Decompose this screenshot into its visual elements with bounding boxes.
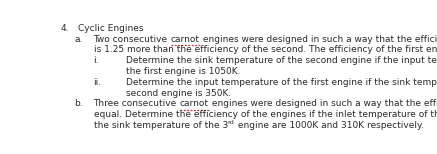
Text: second engine is 350K.: second engine is 350K. — [126, 89, 231, 98]
Text: the sink temperature of the 3: the sink temperature of the 3 — [94, 121, 228, 130]
Text: carnot: carnot — [170, 35, 200, 44]
Text: rd: rd — [228, 120, 235, 125]
Text: 4.: 4. — [61, 24, 69, 33]
Text: is 1.25 more than the efficiency of the second. The efficiency of the first engi: is 1.25 more than the efficiency of the … — [94, 45, 437, 54]
Text: i.: i. — [94, 56, 99, 65]
Text: Three consecutive: Three consecutive — [94, 99, 180, 108]
Text: the first engine is 1050K.: the first engine is 1050K. — [126, 67, 240, 76]
Text: b.: b. — [74, 99, 83, 108]
Text: equal. Determine the efficiency of the engines if the inlet temperature of the 1: equal. Determine the efficiency of the e… — [94, 110, 437, 119]
Text: ii.: ii. — [94, 78, 102, 87]
Text: engine are 1000K and 310K respectively.: engine are 1000K and 310K respectively. — [235, 121, 424, 130]
Text: engines were designed in such a way that the efficiency of the first: engines were designed in such a way that… — [200, 35, 437, 44]
Text: engines were designed in such a way that the efficiencies are: engines were designed in such a way that… — [209, 99, 437, 108]
Text: carnot: carnot — [180, 99, 209, 108]
Text: Determine the input temperature of the first engine if the sink temperature of t: Determine the input temperature of the f… — [126, 78, 437, 87]
Text: Two consecutive: Two consecutive — [94, 35, 170, 44]
Text: Determine the sink temperature of the second engine if the input temperature at: Determine the sink temperature of the se… — [126, 56, 437, 65]
Text: a.: a. — [74, 35, 83, 44]
Text: Cyclic Engines: Cyclic Engines — [78, 24, 143, 33]
